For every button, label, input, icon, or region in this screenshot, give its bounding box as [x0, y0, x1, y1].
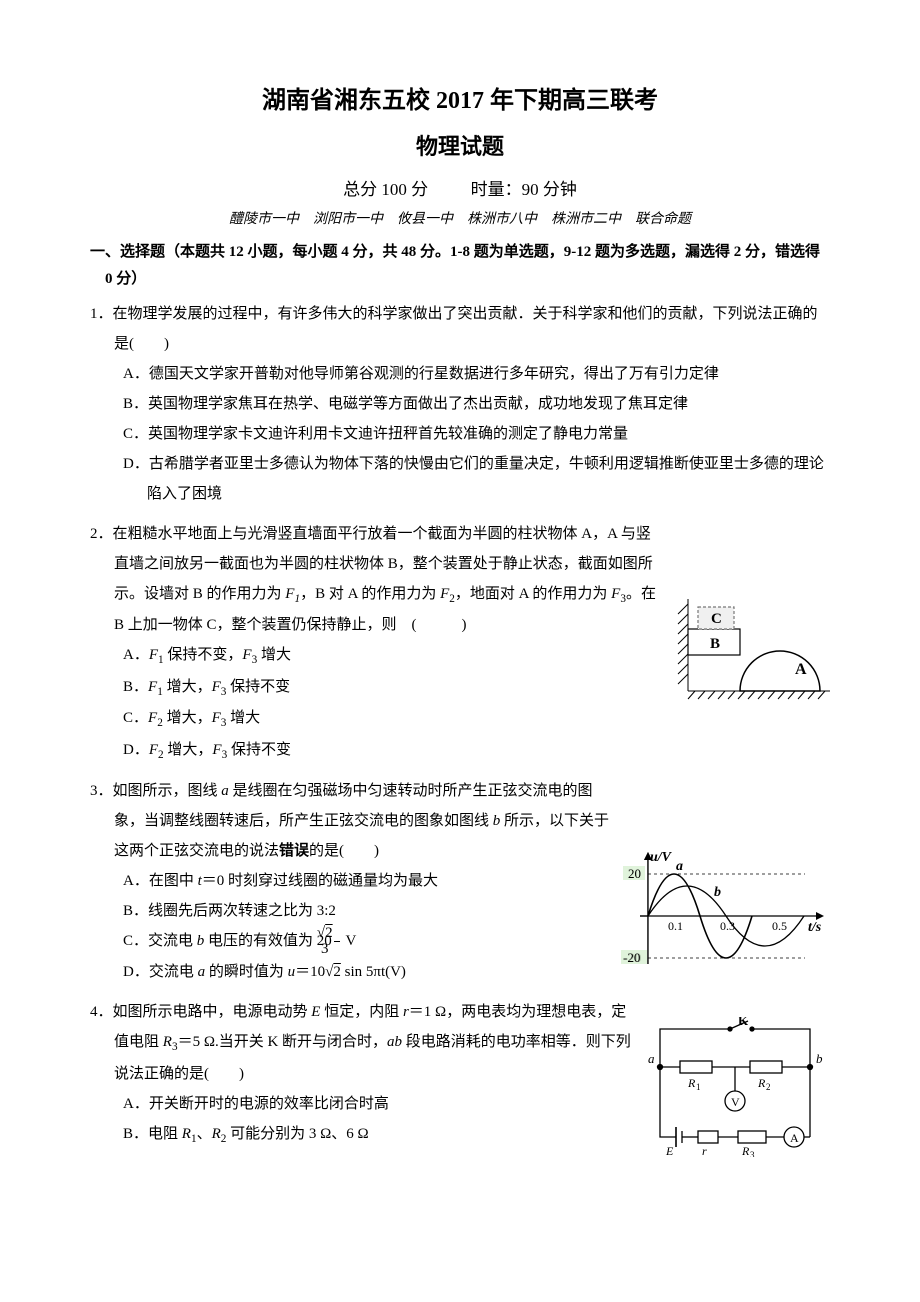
- svg-text:A: A: [790, 1131, 799, 1145]
- svg-text:u/V: u/V: [650, 850, 673, 865]
- meta-authors: 醴陵市一中 浏阳市一中 攸县一中 株洲市八中 株洲市二中 联合命题: [90, 207, 830, 232]
- svg-text:b: b: [816, 1051, 823, 1066]
- question-3: 20 20 -20 -20 0.1 0.3 0.5: [90, 776, 830, 987]
- svg-text:R: R: [687, 1076, 696, 1090]
- q1-option-d: D．古希腊学者亚里士多德认为物体下落的快慢由它们的重量决定，牛顿利用逻辑推断使亚…: [123, 449, 830, 509]
- q2-label-b: B: [710, 636, 720, 652]
- svg-text:0.5: 0.5: [772, 919, 787, 933]
- svg-text:3: 3: [750, 1150, 755, 1157]
- svg-text:20: 20: [628, 866, 641, 881]
- q1-stem: 1．在物理学发展的过程中，有许多伟大的科学家做出了突出贡献．关于科学家和他们的贡…: [90, 299, 830, 359]
- svg-text:r: r: [702, 1144, 707, 1157]
- svg-text:R: R: [757, 1076, 766, 1090]
- meta-time: 时量：90 分钟: [471, 180, 577, 199]
- q1-option-a: A．德国天文学家开普勒对他导师第谷观测的行星数据进行多年研究，得出了万有引力定律: [123, 359, 830, 389]
- svg-text:0.1: 0.1: [668, 919, 683, 933]
- svg-text:a: a: [676, 859, 683, 874]
- title-sub: 物理试题: [90, 127, 830, 167]
- svg-text:E: E: [665, 1144, 674, 1157]
- svg-text:a: a: [648, 1051, 655, 1066]
- question-4: K a b R1 R2 V E r R3 A 4．如图所示电路中，电源电动势 E…: [90, 997, 830, 1167]
- q4-figure: K a b R1 R2 V E r R3 A: [640, 1017, 830, 1167]
- q3-figure: 20 20 -20 -20 0.1 0.3 0.5: [620, 846, 830, 986]
- svg-text:2: 2: [766, 1082, 771, 1092]
- svg-text:V: V: [731, 1095, 740, 1109]
- svg-text:-20: -20: [623, 950, 640, 965]
- meta-sep: [432, 180, 466, 199]
- meta-score: 总分 100 分: [343, 180, 428, 199]
- svg-text:t/s: t/s: [808, 920, 822, 935]
- q2-option-d: D．F2 增大，F3 保持不变: [123, 735, 830, 767]
- svg-text:0.3: 0.3: [720, 919, 735, 933]
- q2-label-a: A: [795, 661, 807, 678]
- svg-text:1: 1: [696, 1082, 701, 1092]
- section-header: 一、选择题（本题共 12 小题，每小题 4 分，共 48 分。1-8 题为单选题…: [90, 239, 830, 293]
- q2-label-c: C: [711, 611, 722, 627]
- question-2: A B C 2．在粗糙水平地面上与光滑竖直墙面平行放着一个截面为半圆的柱状物体 …: [90, 519, 830, 767]
- question-1: 1．在物理学发展的过程中，有许多伟大的科学家做出了突出贡献．关于科学家和他们的贡…: [90, 299, 830, 509]
- svg-text:b: b: [714, 885, 721, 900]
- meta-line: 总分 100 分 时量：90 分钟: [90, 175, 830, 206]
- q1-option-c: C．英国物理学家卡文迪许利用卡文迪许扭秤首先较准确的测定了静电力常量: [123, 419, 830, 449]
- title-main: 湖南省湘东五校 2017 年下期高三联考: [90, 80, 830, 123]
- svg-text:K: K: [738, 1017, 749, 1028]
- q2-figure: A B C: [670, 599, 830, 719]
- q1-option-b: B．英国物理学家焦耳在热学、电磁学等方面做出了杰出贡献，成功地发现了焦耳定律: [123, 389, 830, 419]
- svg-text:R: R: [741, 1144, 750, 1157]
